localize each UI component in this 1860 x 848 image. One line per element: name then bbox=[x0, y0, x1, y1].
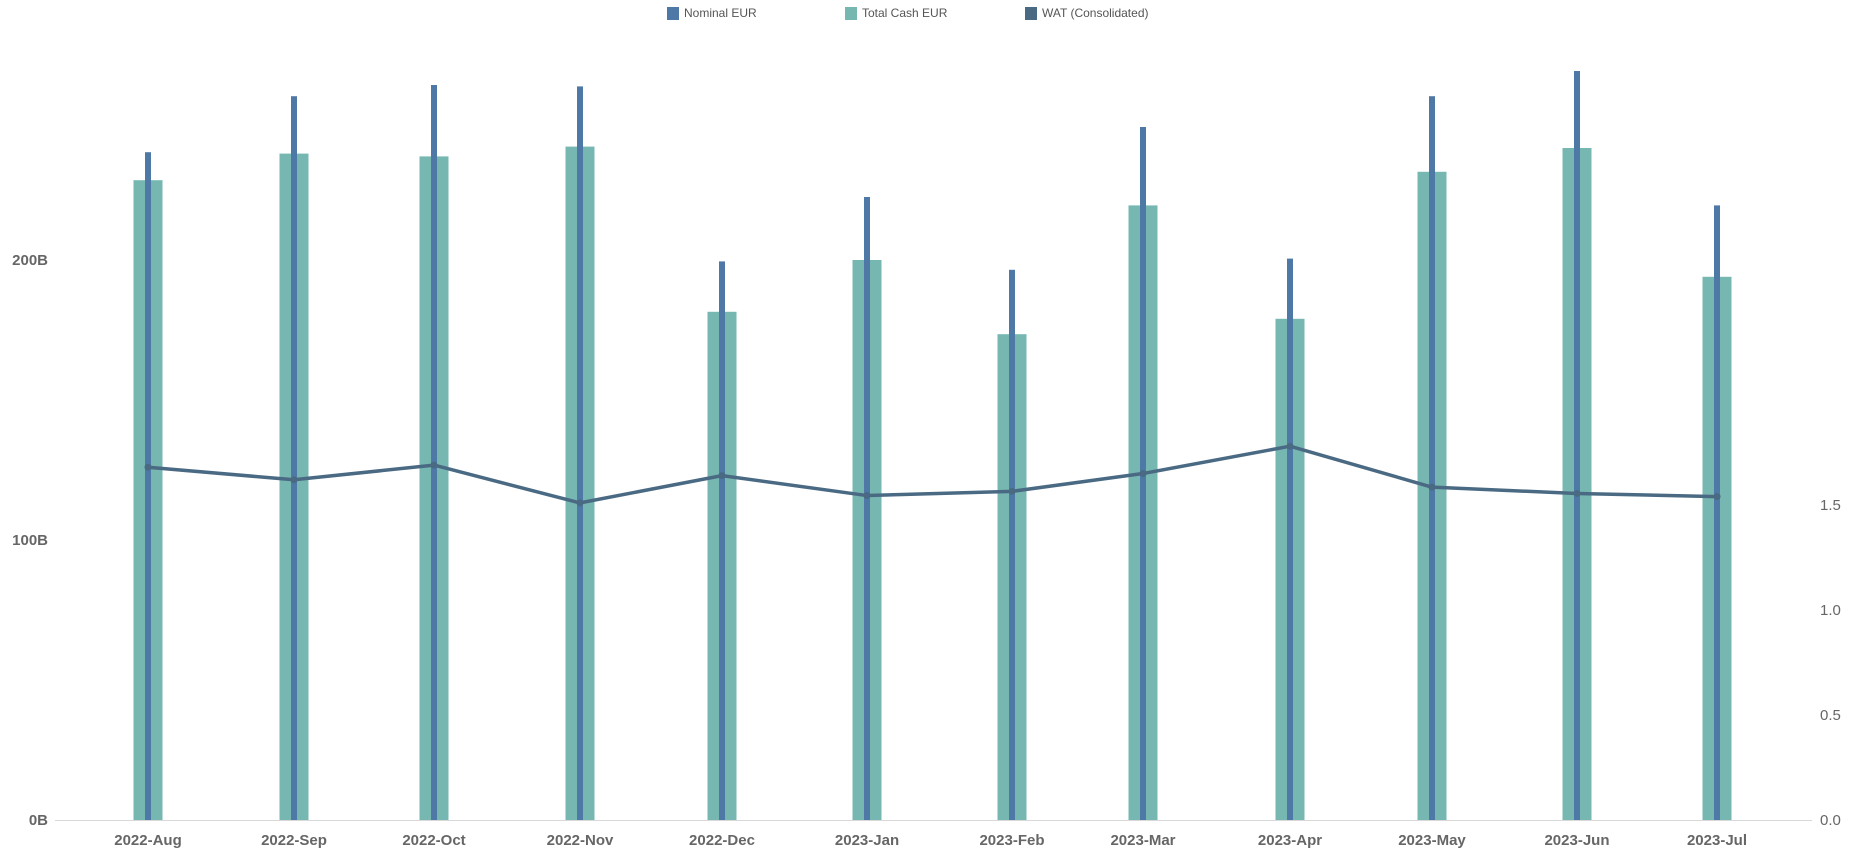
bar-nominal-eur bbox=[1287, 258, 1293, 821]
bar-nominal-eur bbox=[291, 96, 297, 820]
legend-swatch-nominal-eur bbox=[667, 6, 679, 20]
legend-swatch-wat-consolidated bbox=[1025, 6, 1037, 20]
x-axis-tick-label: 2023-Jul bbox=[1687, 832, 1747, 848]
point-wat-consolidated bbox=[1573, 489, 1581, 497]
point-wat-consolidated bbox=[430, 461, 438, 469]
legend-item-wat-consolidated[interactable]: WAT (Consolidated) bbox=[1025, 6, 1148, 20]
x-axis-tick-label: 2022-Nov bbox=[547, 832, 614, 848]
point-wat-consolidated bbox=[1008, 487, 1016, 495]
point-wat-consolidated bbox=[576, 499, 584, 507]
right-axis-tick-label: 0.5 bbox=[1820, 707, 1841, 724]
point-wat-consolidated bbox=[1428, 483, 1436, 491]
left-axis-tick-label: 200B bbox=[12, 252, 48, 269]
legend-swatch-total-cash-eur bbox=[845, 6, 857, 20]
bar-nominal-eur bbox=[1574, 71, 1580, 820]
line-wat-consolidated bbox=[147, 444, 1718, 505]
point-wat-consolidated bbox=[1139, 470, 1147, 477]
point-wat-consolidated bbox=[718, 472, 726, 480]
bar-nominal-eur bbox=[145, 152, 151, 820]
point-wat-consolidated bbox=[144, 463, 152, 471]
left-axis-tick-label: 0B bbox=[29, 812, 48, 829]
x-axis-tick-label: 2022-Oct bbox=[402, 832, 465, 848]
x-axis-tick-label: 2023-May bbox=[1398, 832, 1466, 848]
x-axis-tick-label: 2023-Feb bbox=[979, 832, 1044, 848]
bar-nominal-eur bbox=[577, 86, 583, 820]
legend-label-total-cash-eur: Total Cash EUR bbox=[862, 6, 948, 20]
legend-item-total-cash-eur[interactable]: Total Cash EUR bbox=[845, 6, 947, 20]
x-axis-tick-label: 2022-Sep bbox=[261, 832, 327, 848]
x-axis-tick-label: 2023-Jun bbox=[1544, 832, 1609, 848]
point-wat-consolidated bbox=[290, 476, 298, 484]
x-axis-tick-label: 2022-Dec bbox=[689, 832, 755, 848]
bar-nominal-eur bbox=[719, 261, 725, 820]
bar-nominal-eur bbox=[1009, 269, 1015, 820]
bar-nominal-eur bbox=[1714, 205, 1720, 820]
point-wat-consolidated bbox=[1286, 442, 1294, 450]
legend-label-wat-consolidated: WAT (Consolidated) bbox=[1042, 6, 1149, 20]
left-axis-tick-label: 100B bbox=[12, 532, 48, 549]
x-axis-tick-label: 2022-Aug bbox=[114, 832, 182, 848]
bar-nominal-eur bbox=[1429, 96, 1435, 820]
right-axis-tick-label: 1.0 bbox=[1820, 602, 1841, 619]
legend-item-nominal-eur[interactable]: Nominal EUR bbox=[667, 6, 757, 20]
x-axis-tick-label: 2023-Mar bbox=[1110, 832, 1175, 848]
right-axis-tick-label: 1.5 bbox=[1820, 497, 1841, 514]
point-wat-consolidated bbox=[863, 492, 871, 500]
bar-nominal-eur bbox=[864, 197, 870, 820]
x-axis-tick-label: 2023-Jan bbox=[835, 832, 899, 848]
right-axis-tick-label: 0.0 bbox=[1820, 812, 1841, 829]
bar-nominal-eur bbox=[431, 85, 437, 820]
legend-label-nominal-eur: Nominal EUR bbox=[684, 6, 757, 20]
legend: Nominal EUR Total Cash EUR WAT (Consolid… bbox=[0, 6, 1860, 22]
point-wat-consolidated bbox=[1713, 493, 1721, 501]
x-axis-tick-label: 2023-Apr bbox=[1258, 832, 1322, 848]
